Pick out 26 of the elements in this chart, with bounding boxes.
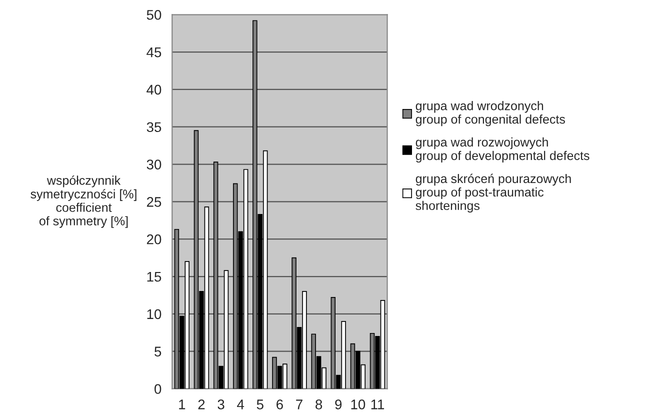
x-tick-label: 4: [237, 400, 244, 410]
y-tick-label: 15: [147, 272, 162, 282]
legend-label: grupa wad wrodzonych group of congenital defects: [416, 101, 565, 126]
y-tick-label: 50: [146, 10, 162, 20]
y-tick-label: 10: [147, 309, 162, 320]
y-tick-label: 30: [146, 160, 162, 170]
y-axis-title: współczynnik symetryczności [%] coefficient of symmetry [%]: [30, 176, 136, 228]
legend-label: grupa wad rozwojowych group of developmental defects: [416, 137, 590, 163]
y-tick-label: 40: [146, 84, 162, 95]
x-tick-label: 1: [179, 400, 186, 410]
x-tick-label: 2: [198, 400, 205, 410]
x-tick-label: 7: [296, 400, 302, 410]
x-tick-label: 10: [351, 400, 366, 410]
x-tick-label: 11: [371, 400, 384, 410]
x-tick-label: 8: [316, 400, 322, 410]
x-tick-label: 6: [276, 400, 283, 410]
x-tick-label: 5: [256, 400, 264, 410]
y-tick-label: 45: [146, 48, 162, 58]
y-tick-label: 35: [146, 122, 162, 132]
x-tick-label: 9: [335, 400, 342, 410]
legend-label: grupa skróceń pourazowych group of post-traumatic shortenings: [416, 174, 571, 213]
y-tick-label: 25: [146, 197, 162, 207]
x-tick-label: 3: [218, 400, 224, 410]
y-tick-label: 20: [146, 234, 162, 244]
y-tick-label: 0: [154, 384, 162, 394]
y-tick-label: 5: [154, 346, 162, 356]
